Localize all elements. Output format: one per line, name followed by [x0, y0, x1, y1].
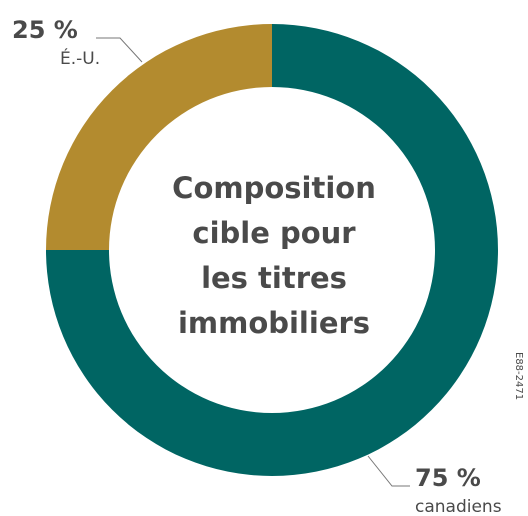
value-label: 75 %	[415, 464, 481, 492]
leader-line	[96, 37, 143, 63]
category-label: canadiens	[415, 497, 502, 516]
value-label: 25 %	[12, 16, 78, 44]
title-line: les titres	[201, 261, 347, 295]
annotation: E88-2471	[513, 352, 524, 400]
title-line: Composition	[172, 171, 376, 205]
category-label: É.-U.	[60, 47, 100, 69]
title-line: immobiliers	[178, 306, 370, 340]
center-title: Composition cible pour les titres immobilie…	[172, 171, 376, 340]
leader-line	[367, 455, 410, 487]
title-line: cible pour	[192, 216, 356, 250]
slice	[46, 24, 272, 250]
slices	[46, 24, 498, 476]
